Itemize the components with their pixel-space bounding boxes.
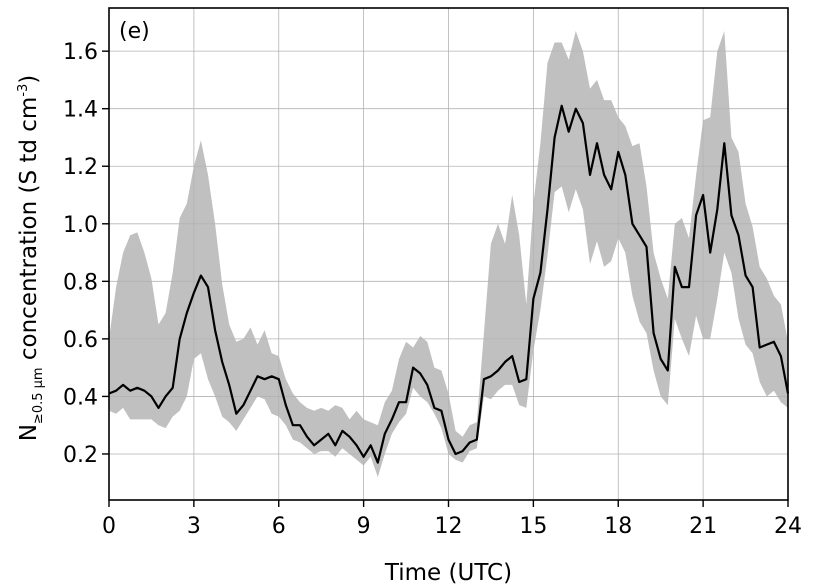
y-axis-title-superscript: -3 xyxy=(16,84,31,97)
y-axis-title-mid: concentration (S td cm xyxy=(16,97,42,368)
y-tick-label: 0.8 xyxy=(63,270,98,295)
y-axis-title-subscript: ≥0.5 μm xyxy=(31,367,46,424)
x-tick-label: 9 xyxy=(357,514,371,539)
plot-frame xyxy=(108,7,789,501)
x-tick-label: 21 xyxy=(689,514,717,539)
panel-label: (e) xyxy=(119,19,150,44)
x-tick-label: 12 xyxy=(435,514,463,539)
y-axis-title-suffix: ) xyxy=(16,75,42,84)
x-tick-label: 15 xyxy=(519,514,547,539)
median-line-layer xyxy=(108,104,790,464)
y-tick-label: 0.4 xyxy=(63,385,98,410)
x-tick-label: 18 xyxy=(604,514,632,539)
x-tick-label: 6 xyxy=(272,514,286,539)
y-tick-label: 1.2 xyxy=(63,155,98,180)
tick-layer: 0 3 6 9 12 15 18 21 24 0.2 0.4 0.6 0.8 1.0 1.2 1.4 1.6 xyxy=(63,40,802,539)
x-tick-label: 24 xyxy=(774,514,802,539)
x-tick-label: 0 xyxy=(102,514,116,539)
y-axis-title: N≥0.5 μm concentration (S td cm-3) xyxy=(16,75,46,442)
x-tick-label: 3 xyxy=(187,514,201,539)
y-axis-title-prefix: N xyxy=(16,424,42,441)
median-line xyxy=(108,104,790,464)
y-tick-label: 1.0 xyxy=(63,213,98,238)
y-tick-label: 1.4 xyxy=(63,98,98,123)
y-tick-label: 1.6 xyxy=(63,40,98,65)
x-axis-title: Time (UTC) xyxy=(384,560,512,586)
y-tick-label: 0.6 xyxy=(63,328,98,353)
y-tick-label: 0.2 xyxy=(63,443,98,468)
